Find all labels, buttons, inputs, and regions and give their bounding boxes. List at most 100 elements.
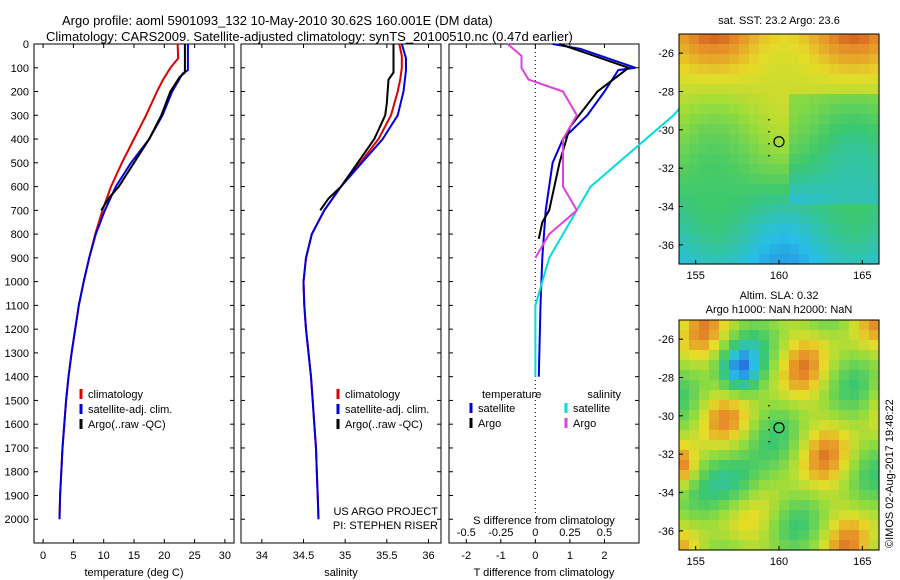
map-cell — [719, 74, 730, 85]
map-cell — [739, 470, 750, 481]
map-cell — [869, 450, 880, 461]
map-cell — [749, 214, 760, 225]
map-cell — [779, 174, 790, 185]
map-cell — [849, 254, 860, 265]
map-cell — [819, 234, 830, 245]
y-tick-label: -30 — [658, 125, 674, 137]
map-cell — [719, 114, 730, 125]
map-cell — [759, 430, 770, 441]
map-cell — [729, 480, 740, 491]
map-cell — [829, 350, 840, 361]
x-tick-label: 30 — [219, 550, 231, 562]
map-cell — [769, 320, 780, 331]
map-cell — [799, 390, 810, 401]
map-cell — [789, 480, 800, 491]
map-cell — [739, 224, 750, 235]
map-cell — [829, 104, 840, 115]
map-cell — [679, 64, 690, 75]
map-cell — [729, 360, 740, 371]
map-cell — [829, 234, 840, 245]
map-cell — [859, 84, 870, 95]
map-cell — [699, 370, 710, 381]
x2-tick-label: -0.25 — [488, 527, 513, 539]
y-tick-label: -28 — [658, 87, 674, 99]
map-cell — [689, 114, 700, 125]
map-cell — [739, 410, 750, 421]
map-cell — [779, 244, 790, 255]
map-cell — [849, 420, 860, 431]
map-cell — [869, 410, 880, 421]
map-cell — [859, 540, 870, 551]
map-cell — [719, 370, 730, 381]
map-cell — [829, 194, 840, 205]
x-tick-label: 0 — [532, 550, 538, 562]
map-cell — [759, 64, 770, 75]
map-cell — [729, 340, 740, 351]
map-cell — [809, 410, 820, 421]
map-cell — [679, 224, 690, 235]
map-cell — [719, 174, 730, 185]
map-cell — [689, 94, 700, 105]
map-cell — [779, 410, 790, 421]
map-cell — [739, 54, 750, 65]
map-cell — [869, 510, 880, 521]
map-cell — [699, 194, 710, 205]
map-cell — [819, 370, 830, 381]
map-cell — [739, 370, 750, 381]
map-cell — [799, 370, 810, 381]
map-cell — [829, 490, 840, 501]
map-cell — [839, 500, 850, 511]
map-cell — [789, 490, 800, 501]
map-cell — [789, 174, 800, 185]
map-cell — [819, 154, 830, 165]
map-cell — [749, 34, 760, 45]
map-cell — [749, 390, 760, 401]
map-cell — [809, 390, 820, 401]
map-cell — [729, 224, 740, 235]
map-cell — [739, 214, 750, 225]
map-cell — [759, 480, 770, 491]
map-cell — [869, 400, 880, 411]
map-cell — [789, 124, 800, 135]
map-cell — [769, 204, 780, 215]
map-cell — [719, 184, 730, 195]
map-cell — [719, 470, 730, 481]
map-cell — [789, 320, 800, 331]
map-cell — [689, 64, 700, 75]
map-cell — [789, 104, 800, 115]
map-cell — [799, 44, 810, 55]
map-cell — [779, 254, 790, 265]
map-cell — [809, 330, 820, 341]
map-cell — [689, 184, 700, 195]
map-cell — [719, 124, 730, 135]
map-cell — [769, 164, 780, 175]
map-cell — [789, 64, 800, 75]
map-cell — [679, 124, 690, 135]
map-cell — [809, 430, 820, 441]
map-cell — [789, 244, 800, 255]
map-cell — [749, 440, 760, 451]
map-cell — [869, 194, 880, 205]
map-cell — [769, 114, 780, 125]
map-cell — [779, 94, 790, 105]
map-cell — [709, 224, 720, 235]
x-tick-label: 35.5 — [376, 550, 397, 562]
x-tick-label: 34.5 — [293, 550, 314, 562]
x2-axis-label: S difference from climatology — [473, 515, 615, 527]
map-cell — [679, 254, 690, 265]
map-cell — [699, 64, 710, 75]
map-cell — [789, 114, 800, 125]
map-cell — [869, 420, 880, 431]
map-cell — [839, 520, 850, 531]
map-cell — [839, 320, 850, 331]
map-cell — [789, 44, 800, 55]
map-cell — [809, 54, 820, 65]
map-cell — [719, 420, 730, 431]
map-cell — [849, 370, 860, 381]
map-cell — [689, 134, 700, 145]
map-cell — [679, 440, 690, 451]
map-cell — [869, 234, 880, 245]
map-cell — [809, 104, 820, 115]
map-cell — [849, 380, 860, 391]
map-cell — [699, 104, 710, 115]
